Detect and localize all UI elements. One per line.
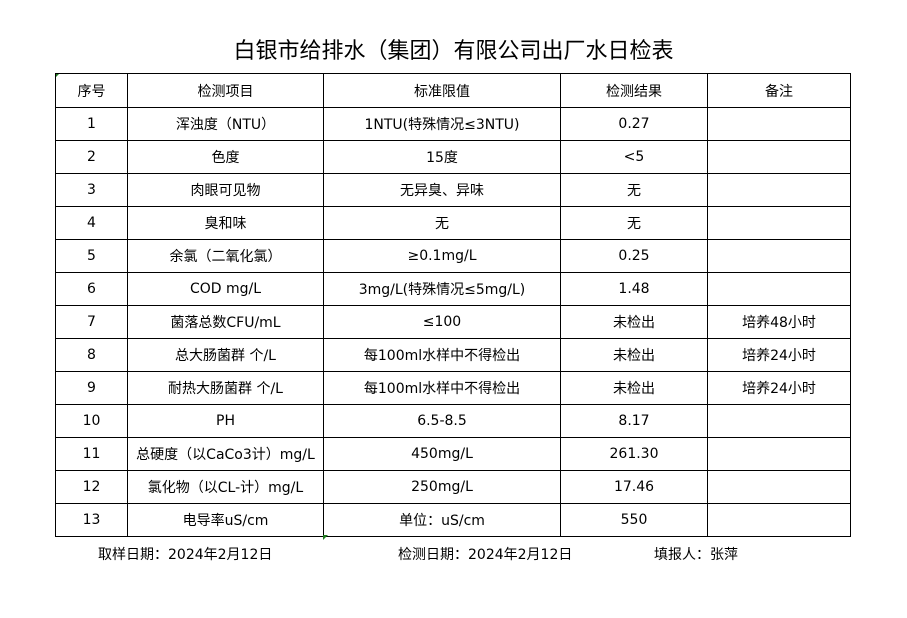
test-item: 氯化物（以CL-计）mg/L [127,470,324,504]
test-result: 无 [560,173,708,207]
row-number: 12 [55,470,128,504]
row-number: 1 [55,107,128,141]
test-result: 0.27 [560,107,708,141]
standard-limit: 3mg/L(特殊情况≤5mg/L) [323,272,561,306]
remark [707,140,851,174]
remark [707,470,851,504]
standard-limit: 1NTU(特殊情况≤3NTU) [323,107,561,141]
test-item: 电导率uS/cm [127,503,324,537]
remark [707,437,851,471]
table-row: 11 总硬度（以CaCo3计）mg/L 450mg/L 261.30 [55,437,851,471]
remark: 培养24小时 [707,371,851,405]
table-row: 1 浑浊度（NTU） 1NTU(特殊情况≤3NTU) 0.27 [55,107,851,141]
standard-limit: ≥0.1mg/L [323,239,561,273]
test-result: 未检出 [560,371,708,405]
remark: 培养24小时 [707,338,851,372]
test-result: 未检出 [560,338,708,372]
table-row: 10 PH 6.5-8.5 8.17 [55,404,851,438]
table-row: 2 色度 15度 <5 [55,140,851,174]
remark [707,404,851,438]
test-result: 1.48 [560,272,708,306]
table-row: 12 氯化物（以CL-计）mg/L 250mg/L 17.46 [55,470,851,504]
header-cell: 备注 [707,73,851,108]
test-item: 耐热大肠菌群 个/L [127,371,324,405]
reporter: 填报人：张萍 [654,547,738,563]
header-cell: 检测结果 [560,73,708,108]
header-cell: 标准限值 [323,73,561,108]
row-number: 3 [55,173,128,207]
table-row: 8 总大肠菌群 个/L 每100ml水样中不得检出 未检出 培养24小时 [55,338,851,372]
remark [707,206,851,240]
row-number: 8 [55,338,128,372]
test-result: 无 [560,206,708,240]
table-row: 9 耐热大肠菌群 个/L 每100ml水样中不得检出 未检出 培养24小时 [55,371,851,405]
row-number: 7 [55,305,128,339]
standard-limit: ≤100 [323,305,561,339]
remark [707,272,851,306]
table-header-row: 序号 检测项目 标准限值 检测结果 备注 [55,73,851,108]
test-item: 肉眼可见物 [127,173,324,207]
test-item: 总硬度（以CaCo3计）mg/L [127,437,324,471]
row-number: 13 [55,503,128,537]
test-result: 550 [560,503,708,537]
table-row: 3 肉眼可见物 无异臭、异味无 [55,173,851,207]
test-result: 261.30 [560,437,708,471]
table-row: 5 余氯（二氧化氯） ≥0.1mg/L 0.25 [55,239,851,273]
row-number: 2 [55,140,128,174]
remark [707,107,851,141]
header-cell: 检测项目 [127,73,324,108]
row-number: 10 [55,404,128,438]
test-item: 色度 [127,140,324,174]
test-result: <5 [560,140,708,174]
cell-marker [323,535,328,540]
table-row: 6 COD mg/L 3mg/L(特殊情况≤5mg/L) 1.48 [55,272,851,306]
sample-date: 取样日期：2024年2月12日 [98,547,273,563]
test-item: 浑浊度（NTU） [127,107,324,141]
standard-limit: 单位：uS/cm [323,503,561,537]
standard-limit: 6.5-8.5 [323,404,561,438]
row-number: 11 [55,437,128,471]
row-number: 9 [55,371,128,405]
row-number: 5 [55,239,128,273]
header-cell: 序号 [55,73,128,108]
standard-limit: 每100ml水样中不得检出 [323,338,561,372]
test-item: 余氯（二氧化氯） [127,239,324,273]
remark [707,239,851,273]
row-number: 6 [55,272,128,306]
test-item: PH [127,404,324,438]
standard-limit: 无异臭、异味 [323,173,561,207]
row-number: 4 [55,206,128,240]
standard-limit: 15度 [323,140,561,174]
remark [707,503,851,537]
standard-limit: 每100ml水样中不得检出 [323,371,561,405]
test-item: 臭和味 [127,206,324,240]
remark [707,173,851,207]
test-item: COD mg/L [127,272,324,306]
standard-limit: 250mg/L [323,470,561,504]
standard-limit: 450mg/L [323,437,561,471]
test-date: 检测日期：2024年2月12日 [398,547,573,563]
inspection-table: 序号 检测项目 标准限值 检测结果 备注 1 浑浊度（NTU） 1NTU(特殊情况≤… [55,73,851,537]
table-row: 4 臭和味无无 [55,206,851,240]
standard-limit: 无 [323,206,561,240]
test-item: 总大肠菌群 个/L [127,338,324,372]
test-result: 8.17 [560,404,708,438]
test-result: 未检出 [560,305,708,339]
test-result: 0.25 [560,239,708,273]
remark: 培养48小时 [707,305,851,339]
page-title: 白银市给排水（集团）有限公司出厂水日检表 [233,39,674,64]
table-row: 13 电导率uS/cm 单位：uS/cm 550 [55,503,851,537]
test-result: 17.46 [560,470,708,504]
table-row: 7 菌落总数CFU/mL ≤100 未检出 培养48小时 [55,305,851,339]
test-item: 菌落总数CFU/mL [127,305,324,339]
